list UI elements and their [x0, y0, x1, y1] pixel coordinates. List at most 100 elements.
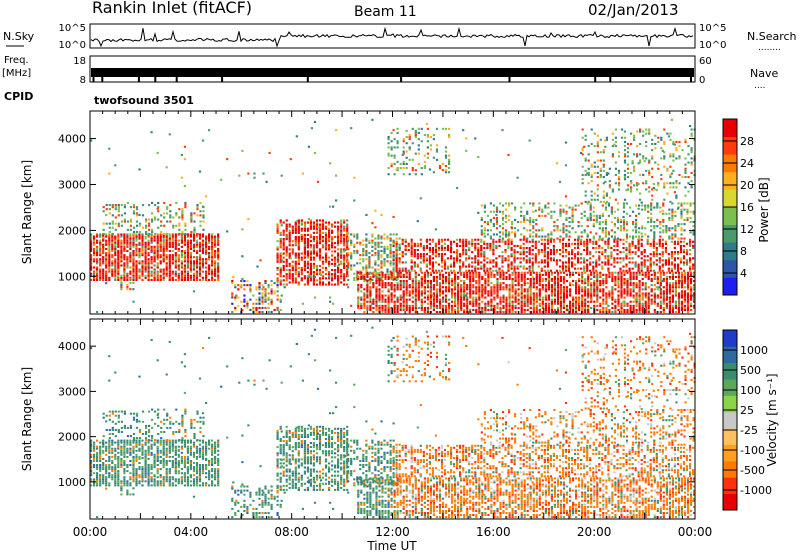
power-cell — [307, 234, 309, 236]
power-cell — [334, 271, 336, 273]
power-cell — [181, 219, 183, 221]
power-cell — [121, 214, 123, 216]
power-cell — [417, 257, 419, 259]
power-cell — [542, 301, 544, 303]
power-cell — [521, 288, 523, 290]
power-cell — [648, 311, 650, 313]
power-cell — [374, 252, 376, 254]
power-cell — [166, 271, 168, 273]
power-cell — [217, 252, 219, 254]
power-cell — [337, 222, 339, 224]
power-cell — [527, 309, 529, 311]
power-cell — [343, 242, 345, 244]
power-cell — [593, 219, 595, 221]
power-cell — [310, 269, 312, 271]
power-cell — [462, 251, 464, 253]
power-cell — [283, 257, 285, 259]
power-cell — [214, 260, 216, 262]
power-cell — [677, 266, 679, 268]
power-cell — [578, 205, 580, 207]
power-cell — [145, 262, 147, 264]
beam-title: Beam 11 — [354, 4, 417, 20]
power-cell — [518, 276, 520, 278]
power-cell — [255, 309, 257, 311]
power-cell — [648, 297, 650, 299]
power-cell — [316, 242, 318, 244]
power-cell — [607, 270, 609, 272]
power-cell — [542, 303, 544, 305]
power-cell — [642, 274, 644, 276]
power-cell — [599, 221, 601, 223]
power-cell — [397, 142, 399, 144]
power-cell — [316, 244, 318, 246]
power-cell — [154, 216, 156, 218]
power-cell — [202, 246, 204, 248]
power-cell — [650, 266, 652, 268]
power-cell — [178, 273, 180, 275]
power-cell — [205, 277, 207, 279]
power-cell — [126, 246, 128, 248]
power-cell — [532, 270, 534, 272]
power-cell — [93, 248, 95, 250]
power-cell — [99, 279, 101, 281]
power-cell — [211, 269, 213, 271]
power-cell — [478, 303, 480, 305]
power-cell — [641, 268, 643, 270]
power-cell — [372, 301, 374, 303]
power-cell — [630, 292, 632, 294]
power-cell — [642, 307, 644, 309]
power-cell — [681, 276, 683, 278]
power-cell — [684, 274, 686, 276]
power-cell — [547, 233, 549, 235]
power-cell — [289, 232, 291, 234]
power-cell — [498, 239, 500, 241]
power-cell — [505, 299, 507, 301]
power-cell — [310, 257, 312, 259]
power-cell — [477, 243, 479, 245]
power-cell — [409, 299, 411, 301]
power-cell — [217, 273, 219, 275]
power-cell — [602, 309, 604, 311]
power-cell — [478, 280, 480, 282]
power-cell — [454, 309, 456, 311]
power-cell — [448, 278, 450, 280]
power-cell — [574, 247, 576, 249]
power-cell — [647, 268, 649, 270]
power-cell — [572, 284, 574, 286]
power-cell — [663, 299, 665, 301]
power-cell — [397, 128, 399, 130]
power-cell — [508, 231, 510, 233]
power-cell — [160, 254, 162, 256]
power-cell — [590, 215, 592, 217]
power-cell — [481, 290, 483, 292]
power-cell — [551, 301, 553, 303]
power-cell — [340, 281, 342, 283]
power-cell — [126, 277, 128, 279]
power-cell — [614, 236, 616, 238]
power-cell — [495, 266, 497, 268]
power-cell — [403, 292, 405, 294]
power-cell — [672, 301, 674, 303]
power-cell — [593, 272, 595, 274]
power-cell — [208, 271, 210, 273]
power-cell — [460, 297, 462, 299]
power-cell — [362, 267, 364, 269]
power-cell — [157, 273, 159, 275]
power-cell — [596, 215, 598, 217]
power-cell — [681, 272, 683, 274]
power-cell — [502, 238, 504, 240]
power-cell — [412, 301, 414, 303]
power-cell — [427, 274, 429, 276]
power-cell — [659, 259, 661, 261]
power-cell — [112, 233, 114, 235]
power-cell — [608, 292, 610, 294]
power-cell — [411, 261, 413, 263]
power-cell — [313, 253, 315, 255]
power-cell — [604, 251, 606, 253]
power-cell — [642, 303, 644, 305]
power-cell — [343, 240, 345, 242]
power-cell — [496, 219, 498, 221]
power-cell — [99, 273, 101, 275]
power-cell — [304, 234, 306, 236]
power-cell — [141, 267, 143, 269]
